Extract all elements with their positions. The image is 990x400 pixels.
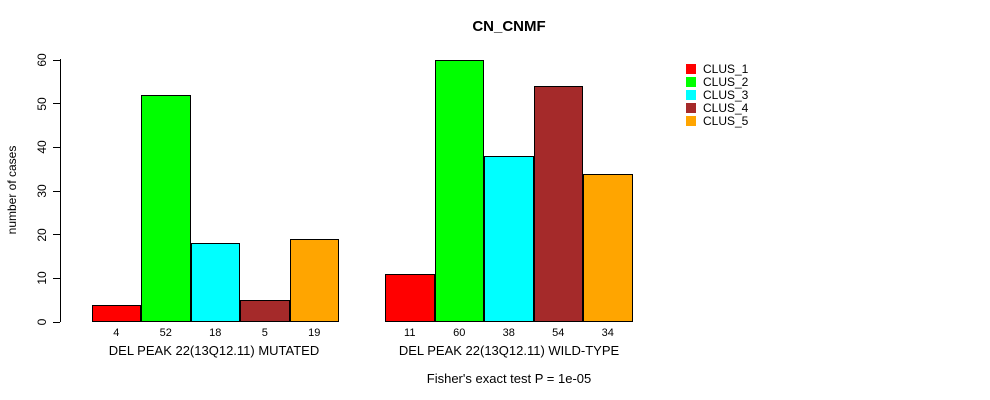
group-label-mutated: DEL PEAK 22(13Q12.11) MUTATED [108,343,320,358]
legend-row-clus_2: CLUS_2 [686,74,749,89]
legend-swatch-clus_2 [686,76,696,87]
bar-value-label: 52 [159,327,172,339]
bar-value-label: 19 [308,327,321,339]
y-tick-label: 0 [35,318,49,326]
bar-clus_5-group2 [583,173,633,322]
legend-swatch-clus_1 [686,63,696,74]
bar-clus_5-group1 [289,239,339,322]
y-tick-mark [53,234,60,236]
bar-value-label: 60 [453,327,466,339]
y-tick-mark [53,190,60,192]
legend-swatch-clus_5 [686,115,696,126]
legend-label: CLUS_2 [703,74,749,89]
bar-clus_3-group2 [484,156,534,322]
bar-clus_3-group1 [190,243,240,322]
y-tick-mark [53,59,60,61]
bar-value-label: 38 [502,327,515,339]
y-tick-mark [53,146,60,148]
bar-value-label: 18 [209,327,222,339]
y-tick-label: 50 [35,96,49,111]
y-tick-mark [53,321,60,323]
chart-title: CN_CNMF [472,18,546,35]
bar-value-label: 4 [113,327,120,339]
y-tick-mark [53,103,60,105]
group-label-wild-type: DEL PEAK 22(13Q12.11) WILD-TYPE [398,343,620,358]
legend-row-clus_3: CLUS_3 [686,87,749,102]
fisher-test-annotation: Fisher's exact test P = 1e-05 [426,371,592,386]
y-tick-label: 60 [35,53,49,67]
legend-label: CLUS_3 [703,87,749,102]
bar-clus_1-group2 [385,273,435,322]
bar-clus_4-group1 [240,300,290,322]
y-axis-line [60,59,61,322]
bar-value-label: 34 [601,327,614,339]
bar-clus_2-group2 [434,60,484,322]
legend-label: CLUS_4 [703,100,749,115]
y-tick-label: 30 [35,184,49,198]
legend-label: CLUS_1 [703,61,749,76]
y-tick-mark [53,277,60,279]
bar-clus_4-group2 [533,86,583,322]
legend-swatch-clus_4 [686,102,696,113]
y-tick-label: 20 [35,227,49,242]
bar-value-label: 5 [261,327,268,339]
legend-swatch-clus_3 [686,89,696,100]
bar-value-label: 54 [552,327,565,339]
y-tick-label: 40 [35,140,49,155]
bar-value-label: 11 [404,327,416,339]
legend-row-clus_5: CLUS_5 [686,113,749,128]
bar-clus_2-group1 [141,94,191,322]
legend: CLUS_1 CLUS_2 CLUS_3 CLUS_4 CLUS_5 [686,61,749,128]
y-axis-title: number of cases [5,145,19,235]
legend-label: CLUS_5 [703,113,749,128]
bar-clus_1-group1 [91,304,141,322]
legend-row-clus_4: CLUS_4 [686,100,749,115]
legend-row-clus_1: CLUS_1 [686,61,749,76]
y-tick-label: 10 [35,271,49,286]
